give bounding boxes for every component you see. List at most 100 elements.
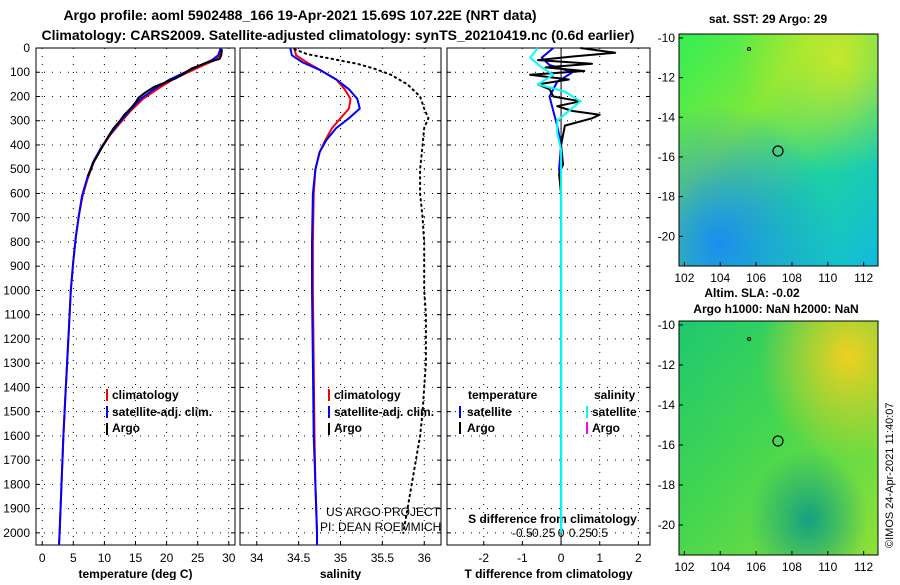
sst-field-cool-patch xyxy=(679,34,878,266)
sla-field-low-patch xyxy=(679,321,878,555)
x-tick-label: 25 xyxy=(191,551,205,565)
depth-tick-label: 100 xyxy=(10,65,30,79)
legend-sal-satellite-swatch xyxy=(586,406,588,418)
map-x-tick-label: 102 xyxy=(674,560,694,574)
map-x-tick-label: 110 xyxy=(818,560,837,574)
map-y-tick-label: -16 xyxy=(658,438,676,452)
depth-tick-label: 1300 xyxy=(3,356,30,370)
x-tick-label: 35.5 xyxy=(371,551,395,565)
depth-tick-label: 1100 xyxy=(4,308,30,322)
x-tick-label: 1 xyxy=(596,551,603,565)
depth-tick-label: 1400 xyxy=(3,380,30,394)
map-x-tick-label: 106 xyxy=(746,271,766,285)
map-y-tick-label: -12 xyxy=(658,358,676,372)
x-tick-label: 34.5 xyxy=(287,551,311,565)
difference-legend: temperature salinity satellite Argo sate… xyxy=(459,388,637,435)
legend-sal-satellite-label: satellite xyxy=(592,405,637,419)
sla-argo-marker xyxy=(772,435,784,447)
series-satellite-adj-clim-line xyxy=(289,47,361,545)
map-x-tick-label: 106 xyxy=(746,560,766,574)
x-tick-label-secondary: 0.5 xyxy=(591,526,608,540)
x-tick-label: 0 xyxy=(558,551,565,565)
x-tick-label-secondary: -0.5 xyxy=(512,526,533,540)
x-tick-label: -1 xyxy=(517,551,528,565)
header-title-line2: Climatology: CARS2009. Satellite-adjuste… xyxy=(42,27,635,43)
legend-satellite-swatch xyxy=(106,406,108,418)
depth-tick-label: 1900 xyxy=(3,502,30,516)
map-x-tick-label: 112 xyxy=(854,560,873,574)
map-y-tick-label: -12 xyxy=(658,71,676,85)
legend-temp-satellite-swatch xyxy=(459,406,461,418)
legend-temp-satellite-label: satellite xyxy=(467,405,512,419)
x-tick-label: 30 xyxy=(222,551,236,565)
x-tick-label: 10 xyxy=(98,551,112,565)
x-axis-label: salinity xyxy=(320,567,362,580)
x-tick-label: 36 xyxy=(418,551,432,565)
depth-tick-label: 600 xyxy=(10,186,30,200)
depth-tick-label: 1700 xyxy=(3,453,30,467)
depth-tick-label: 200 xyxy=(10,89,30,103)
map-x-tick-label: 104 xyxy=(710,271,730,285)
series-satellite-adj-clim-line xyxy=(58,47,222,546)
map-y-tick-label: -20 xyxy=(658,229,676,243)
series-argo-line xyxy=(293,48,430,534)
sst-map: sat. SST: 29 Argo: 29 -10 -12 -14 -16 -18 -20… xyxy=(658,12,879,285)
x-axis-label: T difference from climatology xyxy=(464,567,632,580)
map-y-tick-label: -16 xyxy=(658,150,676,164)
imos-watermark: ©IMOS 24-Apr-2021 11:40:07 xyxy=(884,403,896,548)
map-x-tick-label: 108 xyxy=(782,560,802,574)
legend-climatology-swatch xyxy=(106,389,108,401)
x-tick-label: 2 xyxy=(635,551,642,565)
x-axis-label-secondary: S difference from climatology xyxy=(468,512,637,526)
legend-argo-swatch xyxy=(106,423,108,435)
sla-map-axes: -10 -12 -14 -16 -18 -20 102 104 106 108 110 112 xyxy=(658,318,874,574)
sst-small-marker xyxy=(747,47,751,51)
x-tick-label: 5 xyxy=(70,551,77,565)
series-temperature-argo-line xyxy=(529,47,617,194)
depth-tick-label: 1500 xyxy=(3,405,30,419)
map-x-tick-label: 104 xyxy=(710,560,730,574)
map-y-tick-label: -10 xyxy=(658,31,676,45)
depth-tick-label: 1600 xyxy=(3,429,30,443)
map-y-tick-label: -10 xyxy=(658,318,676,332)
map-y-tick-label: -18 xyxy=(658,478,676,492)
x-tick-label: -2 xyxy=(478,551,489,565)
depth-tick-label: 900 xyxy=(10,259,30,273)
legend-climatology-label: climatology xyxy=(334,388,401,402)
series-argo-line xyxy=(86,49,223,177)
depth-tick-label: 300 xyxy=(10,114,30,128)
x-tick-label: 35 xyxy=(334,551,348,565)
salinity-panel: 34 34.5 35 35.5 36 salinity xyxy=(239,47,442,581)
x-axis-label: temperature (deg C) xyxy=(78,567,192,580)
credits-project: US ARGO PROJECT xyxy=(326,505,441,519)
legend-argo-label: Argo xyxy=(334,421,362,435)
x-tick-label-secondary: 0.25 xyxy=(569,526,593,540)
map-x-tick-label: 110 xyxy=(818,271,837,285)
legend-argo-label: Argo xyxy=(112,421,140,435)
depth-tick-label: 800 xyxy=(10,235,30,249)
sla-small-marker xyxy=(747,337,751,341)
legend-temp-argo-swatch xyxy=(459,422,461,434)
depth-tick-label: 1800 xyxy=(3,477,30,491)
x-tick-label: 34 xyxy=(250,551,264,565)
series-salinity-satellite-line xyxy=(529,47,582,533)
sla-map-frame xyxy=(678,320,879,556)
panel-frame xyxy=(446,47,651,546)
map-x-tick-label: 108 xyxy=(782,271,802,285)
legend-satellite-label: satellite-adj. clim. xyxy=(112,405,212,419)
legend-sal-argo-swatch xyxy=(586,422,588,434)
sst-map-title: sat. SST: 29 Argo: 29 xyxy=(709,12,828,26)
map-y-tick-label: -14 xyxy=(658,398,676,412)
depth-tick-label: 1200 xyxy=(3,332,30,346)
x-tick-label-secondary: -0.25 xyxy=(528,526,556,540)
legend-salinity-header: salinity xyxy=(594,388,636,402)
depth-tick-label: 500 xyxy=(10,162,30,176)
sst-argo-marker xyxy=(772,145,784,157)
legend-climatology-label: climatology xyxy=(112,388,179,402)
legend-argo-swatch xyxy=(328,423,330,435)
salinity-legend: climatology satellite-adj. clim. Argo xyxy=(328,388,434,435)
depth-tick-label: 2000 xyxy=(3,526,30,540)
sla-map-title: Altim. SLA: -0.02 xyxy=(704,286,800,300)
